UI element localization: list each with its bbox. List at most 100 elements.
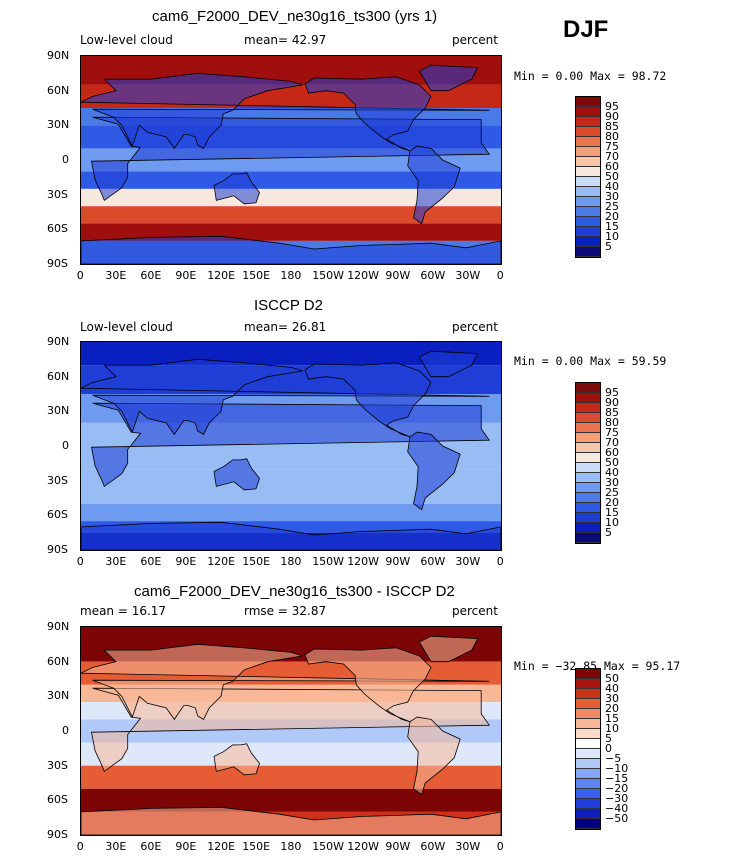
colorbar-label: 5	[605, 240, 612, 253]
coastline	[91, 402, 491, 488]
lat-tick-label: 0	[62, 724, 69, 737]
coastline	[407, 716, 461, 796]
lon-tick-label: 120W	[347, 269, 380, 282]
panel-1-title: cam6_F2000_DEV_ne30g16_ts300 (yrs 1)	[152, 8, 438, 25]
lon-tick-label: 0	[496, 269, 504, 282]
lat-tick-label: 30S	[47, 187, 68, 201]
colorbar-swatch	[576, 117, 600, 127]
lat-tick-label: 30N	[47, 118, 70, 132]
lon-tick-label: 180	[280, 840, 302, 853]
colorbar-swatch	[576, 679, 600, 689]
lon-tick-label: 90W	[385, 555, 411, 568]
map-field	[81, 627, 501, 835]
colorbar-swatch	[576, 217, 600, 227]
lon-tick-label: 0	[76, 269, 84, 282]
lat-tick-label: 60N	[47, 369, 70, 383]
colorbar-label: 10	[605, 230, 619, 243]
colorbar-label: 20	[605, 702, 619, 715]
colorbar-swatch	[576, 453, 600, 463]
colorbar-label: 40	[605, 466, 619, 479]
coastline	[407, 431, 461, 511]
field-band	[81, 521, 501, 533]
colorbar-swatch	[576, 473, 600, 483]
lon-tick-label: 120E	[207, 840, 236, 853]
lon-tick-label: 90E	[175, 840, 197, 853]
panel-2-map	[80, 341, 502, 551]
panel-1-variable-label: Low-level cloud	[80, 33, 173, 47]
lon-tick-label: 150E	[242, 555, 271, 568]
colorbar-swatch	[576, 483, 600, 493]
colorbar-label: −30	[605, 792, 629, 805]
colorbar-label: 60	[605, 446, 619, 459]
lon-tick-label: 90W	[385, 840, 411, 853]
lon-tick-label: 150E	[242, 840, 271, 853]
panel-2-variable-label: Low-level cloud	[80, 320, 173, 334]
colorbar-label: 50	[605, 456, 619, 469]
field-band	[81, 788, 501, 812]
colorbar-swatch	[576, 709, 600, 719]
colorbar-swatch	[576, 809, 600, 819]
colorbar-label: 30	[605, 190, 619, 203]
lat-tick-label: 60S	[47, 793, 68, 807]
lat-tick-label: 90N	[47, 620, 70, 633]
lon-tick-label: 0	[76, 555, 84, 568]
panel-2-colorbar	[575, 382, 601, 544]
lon-tick-label: 120E	[207, 269, 236, 282]
colorbar-label: −40	[605, 802, 629, 815]
coastline	[304, 76, 432, 152]
colorbar-swatch	[576, 207, 600, 217]
colorbar-label: 25	[605, 486, 619, 499]
colorbar-label: 15	[605, 220, 619, 233]
colorbar-label: 75	[605, 426, 619, 439]
coastline	[418, 64, 479, 92]
lon-tick-label: 0	[496, 555, 504, 568]
field-band	[81, 503, 501, 522]
colorbar-swatch	[576, 403, 600, 413]
colorbar-swatch	[576, 433, 600, 443]
lon-tick-label: 180	[280, 269, 302, 282]
colorbar-swatch	[576, 769, 600, 779]
lat-tick-label: 0	[62, 153, 69, 166]
colorbar-label: 90	[605, 396, 619, 409]
coastline	[304, 362, 432, 438]
coastline	[418, 635, 479, 663]
lon-tick-label: 60E	[140, 269, 162, 282]
field-band	[81, 342, 501, 366]
colorbar-label: 15	[605, 712, 619, 725]
colorbar-swatch	[576, 779, 600, 789]
colorbar-swatch	[576, 237, 600, 247]
field-band	[81, 206, 501, 224]
panel-3-title: cam6_F2000_DEV_ne30g16_ts300 - ISCCP D2	[134, 583, 455, 600]
lat-tick-label: 30S	[47, 758, 68, 772]
colorbar-label: 80	[605, 416, 619, 429]
colorbar-swatch	[576, 137, 600, 147]
colorbar-swatch	[576, 147, 600, 157]
lat-tick-label: 60N	[47, 654, 70, 668]
colorbar-label: 25	[605, 200, 619, 213]
coastline	[407, 145, 461, 225]
colorbar-label: 95	[605, 386, 619, 399]
lon-tick-label: 30W	[455, 840, 481, 853]
lon-tick-label: 150W	[312, 840, 345, 853]
lon-tick-label: 120W	[347, 555, 380, 568]
coastline	[91, 687, 491, 773]
coastline	[81, 235, 501, 264]
colorbar-swatch	[576, 799, 600, 809]
coastline	[418, 350, 479, 378]
colorbar-swatch	[576, 729, 600, 739]
panel-2-mean-label: mean= 26.81	[244, 320, 327, 334]
colorbar-label: 90	[605, 110, 619, 123]
lon-tick-label: 150W	[312, 555, 345, 568]
panel-1-units-label: percent	[452, 33, 498, 47]
lat-tick-label: 60S	[47, 222, 68, 236]
lon-tick-label: 60W	[420, 840, 446, 853]
colorbar-label: 30	[605, 476, 619, 489]
lat-tick-label: 90S	[47, 828, 68, 841]
lat-tick-label: 90S	[47, 543, 68, 556]
lat-tick-label: 60N	[47, 83, 70, 97]
colorbar-swatch	[576, 107, 600, 117]
lat-tick-label: 90N	[47, 49, 70, 62]
colorbar-label: 70	[605, 436, 619, 449]
lat-tick-label: 30N	[47, 689, 70, 703]
colorbar-label: 10	[605, 722, 619, 735]
